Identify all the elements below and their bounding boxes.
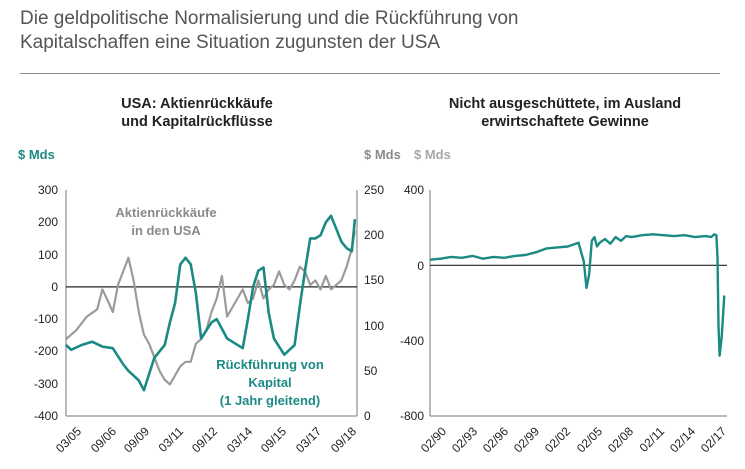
- left-y-ticks: 300 200 100 0 -100 -200 -300 -400: [34, 183, 58, 423]
- left-y-tick-label: 200: [38, 215, 58, 229]
- left-y-tick-label: -400: [34, 409, 58, 423]
- page-title-line-1: Die geldpolitische Normalisierung und di…: [20, 8, 519, 29]
- left-y-tick-label: -300: [34, 377, 58, 391]
- left-y-tick-label: -200: [34, 344, 58, 358]
- right-chart-title-line-1: Nicht ausgeschüttete, im Ausland: [449, 96, 681, 112]
- left-x-tick-label: 09/18: [328, 424, 359, 455]
- right-chart-x-tick-label: 02/99: [511, 424, 542, 455]
- left-y-tick-label: 100: [38, 248, 58, 262]
- left-x-ticks: 03/05 09/06 09/09 03/11 09/12 03/14 09/1…: [53, 424, 359, 455]
- left-x-tick-label: 09/12: [189, 424, 220, 455]
- right-y-tick-label: 50: [364, 364, 378, 378]
- left-axis-unit: $ Mds: [18, 147, 55, 162]
- left-y-tick-label: -100: [34, 312, 58, 326]
- right-chart-y-tick-label: 400: [404, 183, 424, 197]
- right-chart-y-tick-label: 0: [417, 259, 424, 273]
- right-chart-x-tick-label: 02/14: [667, 424, 698, 455]
- left-chart-title-line-1: USA: Aktienrückkäufe: [121, 96, 273, 112]
- right-chart-x-tick-label: 02/05: [574, 424, 605, 455]
- right-y-tick-label: 0: [364, 409, 371, 423]
- right-y-tick-label: 150: [364, 273, 384, 287]
- left-x-tick-label: 09/15: [258, 424, 289, 455]
- right-y-tick-label: 250: [364, 183, 384, 197]
- right-chart-x-tick-label: 02/02: [542, 424, 573, 455]
- left-y-tick-label: 300: [38, 183, 58, 197]
- buybacks-annotation-line-1: Aktienrückkäufe: [115, 205, 216, 220]
- page-title: Die geldpolitische Normalisierung und di…: [20, 7, 740, 55]
- repatriation-annotation-line-1: Rückführung von: [216, 357, 324, 372]
- right-chart-x-tick-label: 02/08: [605, 424, 636, 455]
- right-chart-unit: $ Mds: [414, 147, 451, 162]
- right-chart-x-tick-label: 02/11: [637, 424, 668, 455]
- right-chart-y-ticks: 400 0 -400 -800: [400, 183, 424, 423]
- right-chart-x-tick-label: 02/90: [418, 424, 449, 455]
- left-x-tick-label: 09/06: [88, 424, 119, 455]
- right-chart-x-ticks: 02/90 02/93 02/96 02/99 02/02 02/05 02/0…: [418, 424, 729, 455]
- series-line-repatriation: [65, 214, 357, 392]
- right-chart-y-tick-label: -400: [400, 334, 424, 348]
- buybacks-annotation-line-2: in den USA: [131, 223, 201, 238]
- right-chart-title-line-2: erwirtschaftete Gewinne: [481, 114, 649, 130]
- right-chart-x-tick-label: 02/17: [698, 424, 729, 455]
- repatriation-annotation-line-3: (1 Jahr gleitend): [220, 393, 320, 408]
- right-y-tick-label: 200: [364, 228, 384, 242]
- left-x-tick-label: 03/05: [53, 424, 84, 455]
- left-y-tick-label: 0: [51, 280, 58, 294]
- right-y-ticks: 250 200 150 100 50 0: [364, 183, 384, 423]
- series-line-buybacks: [65, 230, 356, 386]
- left-x-tick-label: 03/11: [156, 424, 187, 455]
- left-x-tick-label: 03/14: [224, 424, 255, 455]
- left-chart-title-line-2: und Kapitalrückflüsse: [121, 114, 272, 130]
- left-x-tick-label: 03/17: [293, 424, 324, 455]
- right-chart-y-tick-label: -800: [400, 409, 424, 423]
- series-line-unremitted-profits: [429, 233, 726, 357]
- repatriation-annotation-line-2: Kapital: [248, 375, 291, 390]
- right-chart-x-tick-label: 02/96: [480, 424, 511, 455]
- right-chart-x-tick-label: 02/93: [449, 424, 480, 455]
- right-axis-unit: $ Mds: [364, 147, 401, 162]
- right-y-tick-label: 100: [364, 319, 384, 333]
- left-x-tick-label: 09/09: [121, 424, 152, 455]
- page-title-line-2: Kapitalschaffen eine Situation zugunsten…: [20, 32, 441, 53]
- title-divider: [20, 73, 720, 74]
